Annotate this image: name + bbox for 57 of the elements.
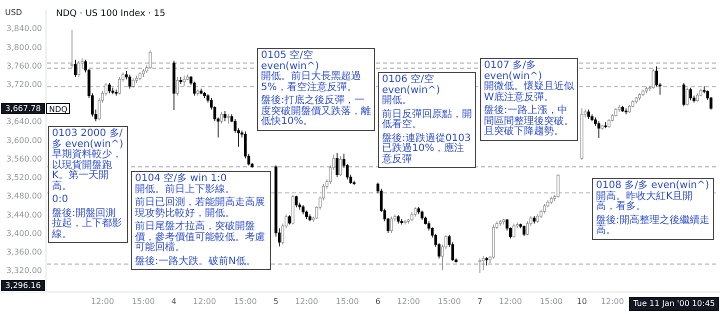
x-tick-label: 6 (375, 297, 380, 306)
annotation: 0106 空/空 even(win^) (382, 74, 442, 96)
annotation: 早期資料較少，以現貨開盤跑K。第一天開高。 (52, 149, 123, 192)
annotation: 開低。前日大長黑超過5%，看空注意反彈。 (261, 71, 362, 93)
annotation: 開低。 (382, 95, 413, 106)
x-tick-label: 15:00 (438, 297, 461, 306)
x-tick-label: 12:00 (396, 297, 420, 306)
x-tick-label: 15:00 (132, 297, 155, 306)
x-tick-label: 15:00 (234, 297, 257, 306)
y-tick-label: 3,480.00 (6, 192, 42, 201)
y-tick-label: 3,760.00 (6, 61, 42, 70)
annotation: 0108 多/多 even(win^) (596, 180, 710, 191)
x-tick-label: 12:00 (294, 297, 318, 306)
y-tick-label: 3,840.00 (6, 24, 42, 34)
text: NDQ (46, 103, 70, 114)
x-tick-label: 10 (576, 297, 587, 306)
annotation: 0105 空/空 even(win^) (261, 50, 320, 72)
annotation: 前日尾盤才拉高，突破開盤價，參考價值可能較低。考慮可能回檔。 (135, 221, 266, 254)
annotation: 0107 多/多 even(win^) (484, 60, 542, 82)
annotation: 開微低。懷疑且近似W底注意反彈。 (484, 81, 574, 103)
text: Tue 11 Jan '00 10:45 (629, 297, 719, 311)
annotation: 盤後:開盤回測拉起，上下都影線。 (52, 208, 123, 240)
annotation: 盤後:一路大跌。破前N低。 (135, 256, 257, 267)
x-tick-label: 12:00 (193, 297, 216, 306)
annotation: 盤後:開高整理之後繼續走高。 (596, 214, 710, 236)
y-tick-label: 3,520.00 (6, 173, 42, 182)
y-tick-label: 3,400.00 (6, 228, 42, 238)
chart-title: NDQ · US 100 Index · 15 (56, 9, 166, 19)
annotation: 前日反彈回原點，開低看空。 (382, 108, 472, 130)
annotation: 0103 2000 多/多 even(win^) (52, 128, 124, 150)
x-tick-label: 4 (171, 297, 177, 306)
annotation: 盤後:一路上漲，中間區間整理後突破。且突破下降趨勢。 (484, 105, 574, 138)
y-tick-label: 3,640.00 (6, 117, 42, 126)
text: 3,667.78 (1, 103, 45, 114)
x-tick-label: 5 (273, 297, 278, 306)
text: 0:0 (52, 194, 70, 206)
annotation: 開高。昨收大紅K且開高，看多。 (596, 190, 694, 212)
y-tick-label: 3,560.00 (6, 154, 42, 164)
annotation: 前日已回測，若能開高走高展現攻勢比較好，開低。 (135, 197, 266, 219)
y-tick-label: 3,800.00 (6, 42, 42, 52)
y-tick-label: 3,720.00 (6, 80, 42, 89)
annotation: 盤後:連跌過從0103已跌過10%，應注意反彈 (382, 132, 472, 165)
x-tick-label: 15:00 (540, 297, 563, 306)
x-tick-label: 12:00 (91, 297, 114, 306)
annotation: 開低。前日上下影線。 (135, 184, 236, 195)
y-tick-label: 3,360.00 (6, 248, 42, 257)
x-tick-label: 12:00 (498, 297, 522, 306)
y-axis-title: USD (5, 8, 22, 17)
y-tick-label: 3,440.00 (6, 210, 42, 220)
annotation: 0104 空/多 win 1:0 (135, 173, 228, 184)
y-tick-label: 3,320.00 (6, 266, 42, 276)
y-tick-label: 3,600.00 (6, 136, 42, 145)
x-tick-label: 15:00 (336, 297, 359, 306)
x-tick-label: 12:00 (600, 297, 624, 306)
text: 3,296.16 (1, 280, 45, 291)
x-tick-label: 7 (477, 297, 482, 306)
annotation: 盤後:打底之後反彈，一度突破開盤價又跌落，離低快10%。 (261, 95, 371, 128)
